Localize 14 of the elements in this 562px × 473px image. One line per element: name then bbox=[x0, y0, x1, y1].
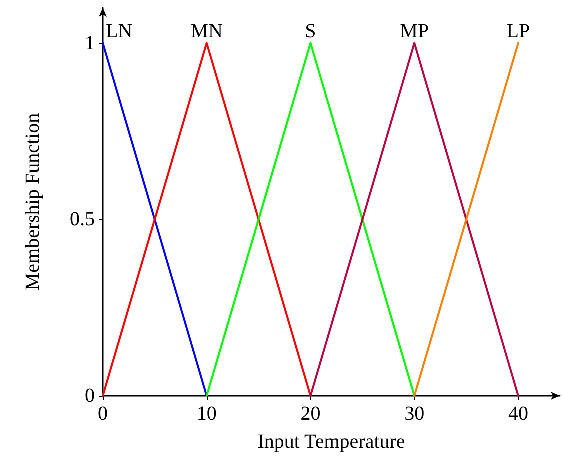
series-label: S bbox=[305, 20, 316, 42]
y-tick-label: 1 bbox=[85, 32, 95, 54]
x-tick-label: 40 bbox=[508, 403, 528, 425]
y-tick-label: 0.5 bbox=[70, 208, 95, 231]
x-tick-label: 30 bbox=[404, 403, 425, 425]
x-tick-label: 20 bbox=[300, 403, 321, 425]
series-label: LN bbox=[106, 20, 133, 42]
x-axis-title: Input Temperature bbox=[258, 431, 406, 453]
y-tick-label: 0 bbox=[85, 385, 95, 407]
series-label: LP bbox=[506, 20, 530, 42]
y-axis-title: Membership Function bbox=[22, 113, 44, 291]
series-label: MN bbox=[190, 20, 223, 42]
series-label: MP bbox=[400, 20, 430, 42]
x-tick-label: 10 bbox=[196, 403, 217, 425]
